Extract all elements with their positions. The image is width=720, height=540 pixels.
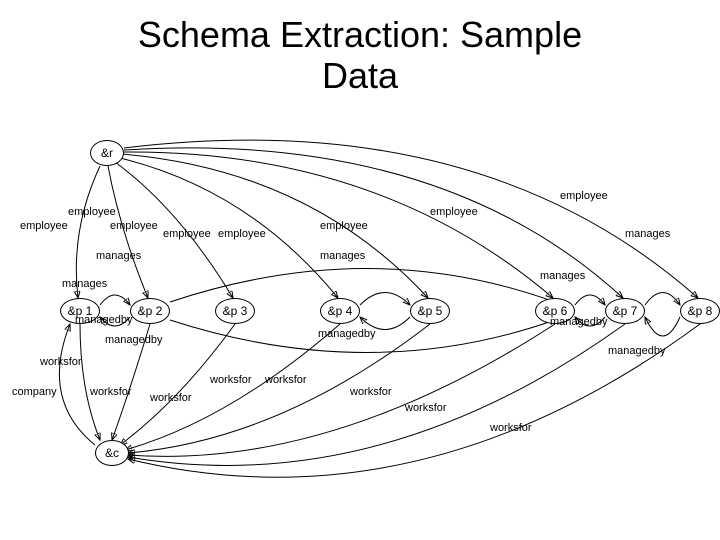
lbl-w4: worksfor: [150, 392, 192, 404]
lbl-m1: manages: [96, 250, 141, 262]
lbl-m4: manages: [540, 270, 585, 282]
node-p4: &p 4: [320, 298, 360, 324]
lbl-w6: worksfor: [265, 374, 307, 386]
lbl-w7: worksfor: [350, 386, 392, 398]
lbl-e4: employee: [163, 228, 211, 240]
lbl-w1: worksfor: [40, 356, 82, 368]
lbl-e3: employee: [110, 220, 158, 232]
lbl-m2: manages: [62, 278, 107, 290]
lbl-w2: company: [12, 386, 57, 398]
node-p8-label: &p 8: [688, 304, 713, 318]
lbl-mb2: managedby: [105, 334, 163, 346]
lbl-e2: employee: [20, 220, 68, 232]
node-c: &c: [95, 440, 129, 466]
lbl-e7: employee: [430, 206, 478, 218]
node-p3-label: &p 3: [223, 304, 248, 318]
node-r-label: &r: [101, 146, 113, 160]
node-r: &r: [90, 140, 124, 166]
lbl-e1: employee: [68, 206, 116, 218]
lbl-e6: employee: [320, 220, 368, 232]
lbl-w9: worksfor: [490, 422, 532, 434]
lbl-mb1: managedby: [75, 314, 133, 326]
node-p5-label: &p 5: [418, 304, 443, 318]
diagram-canvas: &r &p 1 &p 2 &p 3 &p 4 &p 5 &p 6 &p 7 &p…: [0, 120, 720, 540]
title-line-1: Schema Extraction: Sample: [138, 14, 582, 55]
node-p2-label: &p 2: [138, 304, 163, 318]
lbl-mb3: managedby: [318, 328, 376, 340]
node-c-label: &c: [105, 446, 119, 460]
lbl-w3: worksfor: [90, 386, 132, 398]
title-line-2: Data: [322, 55, 398, 96]
lbl-w8: worksfor: [405, 402, 447, 414]
node-p7-label: &p 7: [613, 304, 638, 318]
lbl-w5: worksfor: [210, 374, 252, 386]
node-p2: &p 2: [130, 298, 170, 324]
lbl-m3: manages: [320, 250, 365, 262]
lbl-e5: employee: [218, 228, 266, 240]
node-p3: &p 3: [215, 298, 255, 324]
node-p8: &p 8: [680, 298, 720, 324]
node-p4-label: &p 4: [328, 304, 353, 318]
page-title: Schema Extraction: Sample Data: [0, 0, 720, 97]
lbl-m5: manages: [625, 228, 670, 240]
lbl-mb4: managedby: [550, 316, 608, 328]
node-p7: &p 7: [605, 298, 645, 324]
lbl-mb5: managedby: [608, 345, 666, 357]
lbl-e8: employee: [560, 190, 608, 202]
node-p5: &p 5: [410, 298, 450, 324]
